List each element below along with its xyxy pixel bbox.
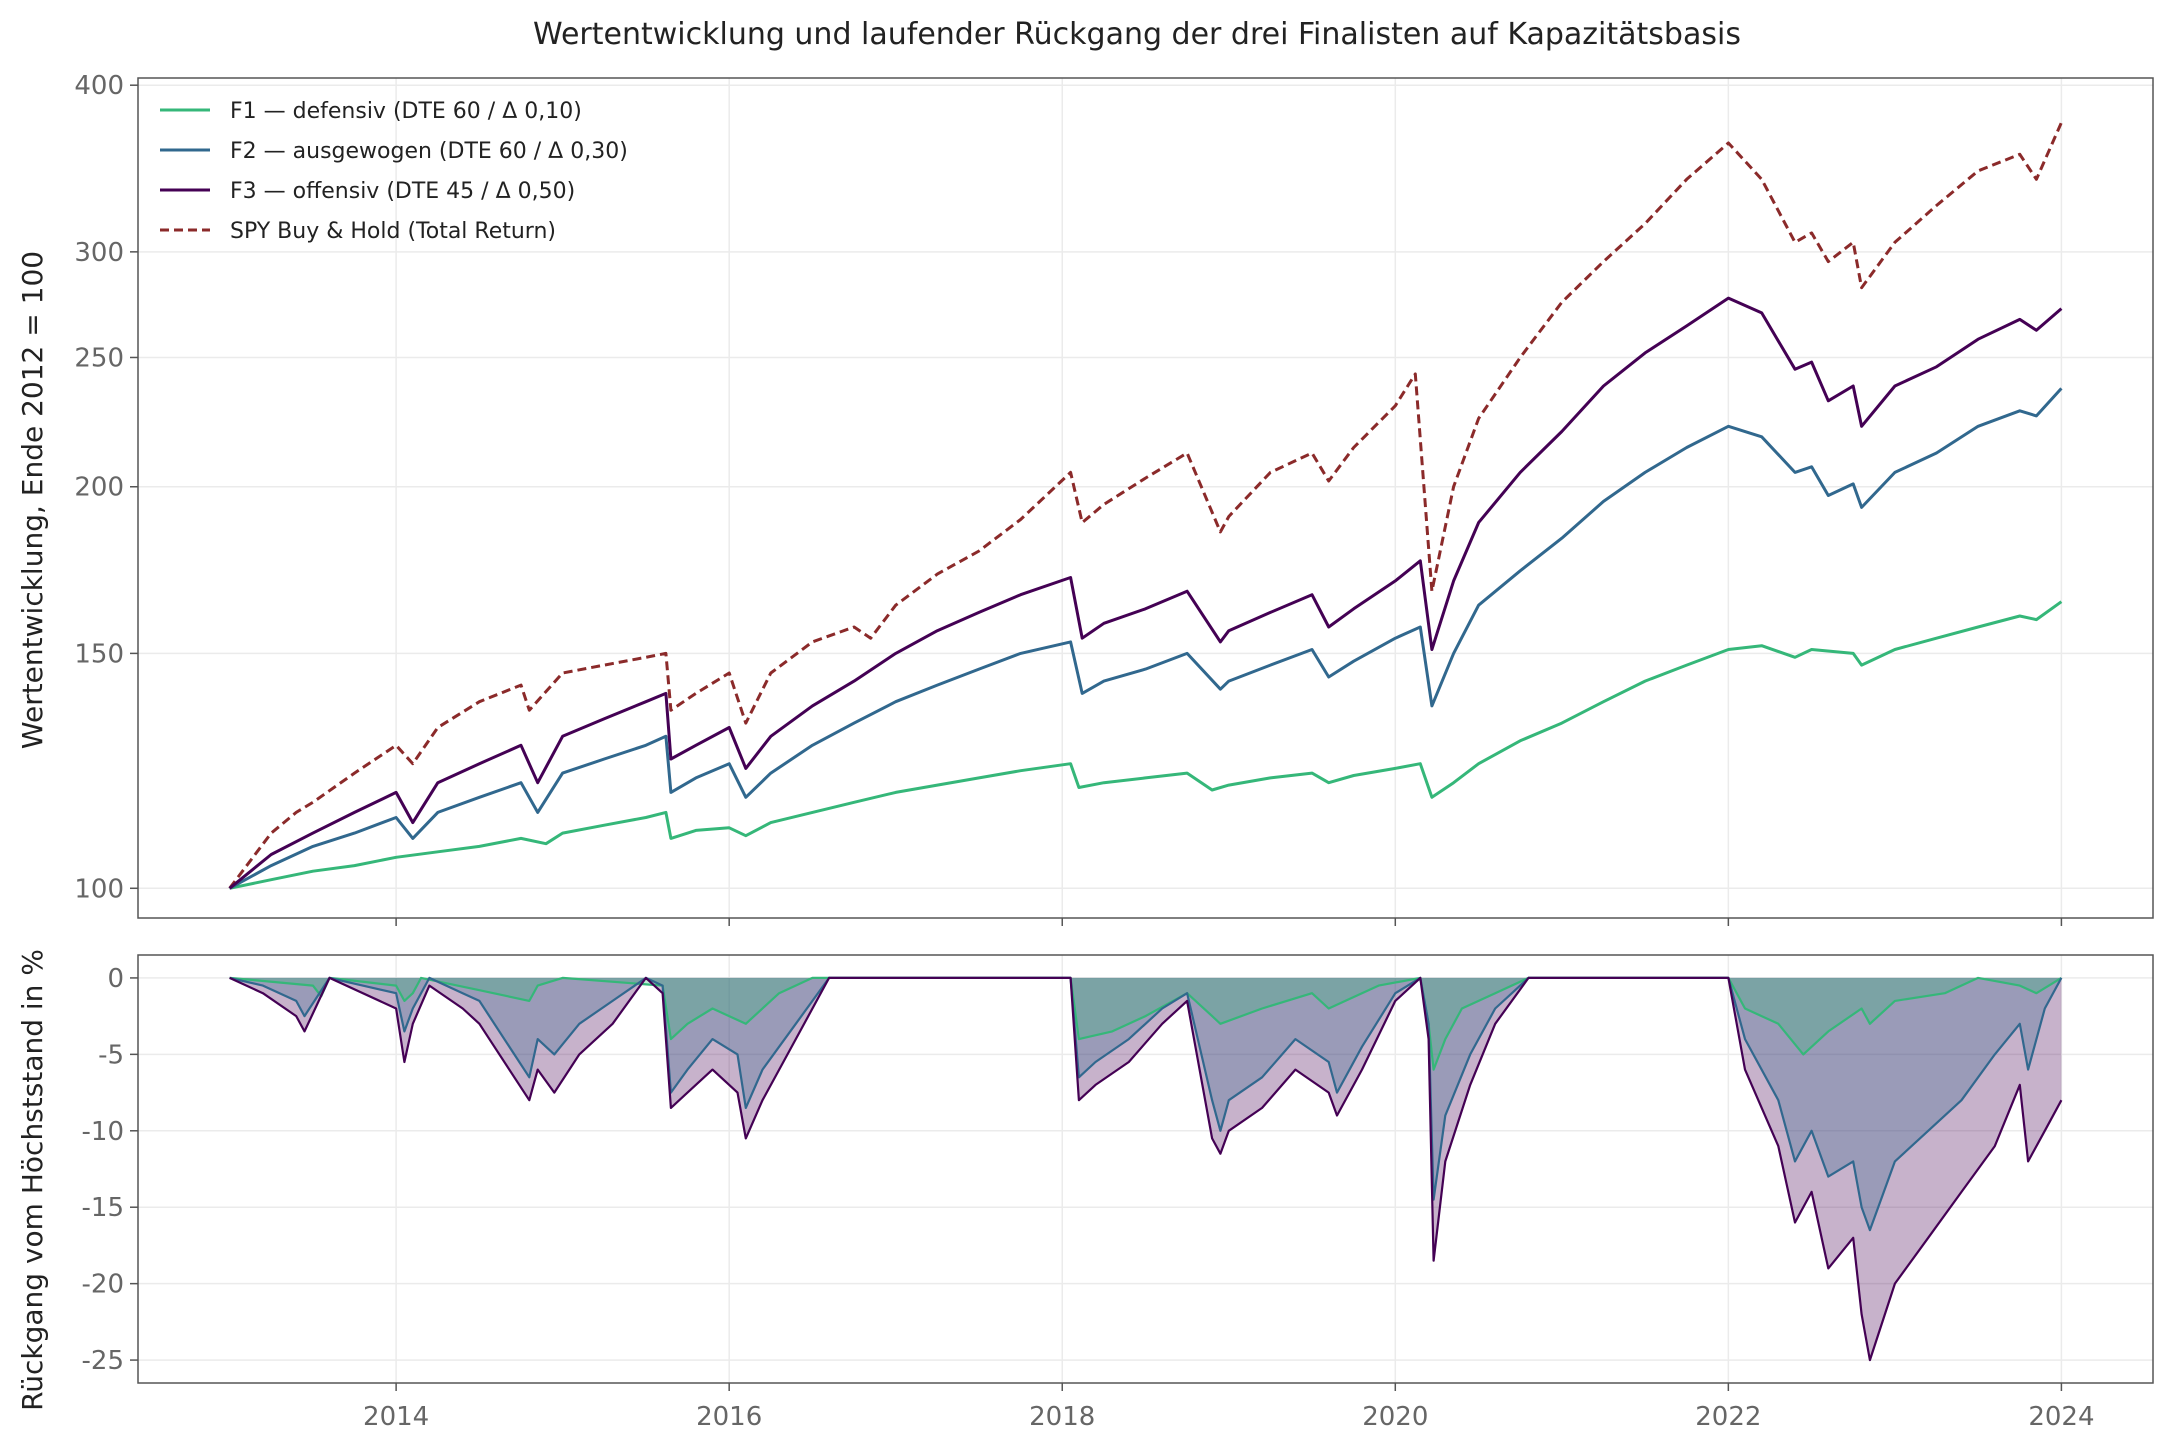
top-plot-frame bbox=[137, 77, 2154, 919]
bottom-x-tick-label: 2020 bbox=[1362, 1402, 1428, 1432]
bottom-y-tick-label: -10 bbox=[82, 1117, 124, 1147]
top-panel: 100 150 200 250 300 400 bbox=[74, 71, 2154, 926]
drawdown-line-f3 bbox=[229, 976, 2063, 1362]
bottom-x-tick-label: 2016 bbox=[696, 1402, 762, 1432]
bottom-plot-area bbox=[138, 955, 2153, 1383]
series-line-spy bbox=[228, 121, 2063, 890]
bottom-y-tick-label: -5 bbox=[98, 1040, 124, 1070]
bottom-y-tick-label: 0 bbox=[107, 964, 124, 994]
top-y-tick-label: 200 bbox=[74, 473, 124, 503]
top-y-tick-label: 150 bbox=[74, 639, 124, 669]
top-y-axis-label: Wertentwicklung, Ende 2012 = 100 bbox=[16, 251, 49, 749]
drawdown-area-f1 bbox=[229, 977, 2062, 1070]
top-plot-area bbox=[138, 78, 2153, 918]
bottom-panel: 0 -5 -10 -15 -20 -25 2014 2016 2018 2020 2022 2024 bbox=[82, 954, 2154, 1432]
bottom-x-tick-label: 2024 bbox=[2028, 1402, 2094, 1432]
bottom-y-tick-label: -20 bbox=[82, 1270, 124, 1300]
series-line-f2 bbox=[228, 387, 2063, 890]
bottom-y-tick-label: -25 bbox=[82, 1346, 124, 1376]
legend-label-f2: F2 — ausgewogen (DTE 60 / Δ 0,30) bbox=[230, 139, 628, 164]
legend-label-f1: F1 — defensiv (DTE 60 / Δ 0,10) bbox=[230, 99, 582, 124]
bottom-y-tick-label: -15 bbox=[82, 1193, 124, 1223]
drawdown-area-f2 bbox=[229, 977, 2062, 1231]
chart-title: Wertentwicklung und laufender Rückgang d… bbox=[533, 17, 1741, 52]
series-line-f1 bbox=[229, 600, 2063, 890]
top-y-tick-label: 100 bbox=[74, 874, 124, 904]
bottom-y-axis-label: Rückgang vom Höchststand in % bbox=[16, 949, 49, 1411]
top-y-tick-label: 400 bbox=[74, 71, 124, 101]
bottom-x-tick-label: 2014 bbox=[363, 1402, 429, 1432]
legend-label-spy: SPY Buy & Hold (Total Return) bbox=[230, 219, 556, 244]
top-y-tick-label: 300 bbox=[74, 238, 124, 268]
legend-label-f3: F3 — offensiv (DTE 45 / Δ 0,50) bbox=[230, 179, 575, 204]
drawdown-line-f1 bbox=[229, 976, 2062, 1071]
bottom-x-tick-label: 2022 bbox=[1695, 1402, 1761, 1432]
legend: F1 — defensiv (DTE 60 / Δ 0,10) F2 — ausg… bbox=[160, 99, 628, 244]
drawdown-line-f2 bbox=[229, 976, 2063, 1232]
top-y-tick-label: 250 bbox=[74, 343, 124, 373]
drawdown-area-f3 bbox=[229, 977, 2062, 1361]
series-line-f3 bbox=[228, 296, 2063, 890]
bottom-plot-frame bbox=[137, 954, 2154, 1384]
bottom-x-tick-label: 2018 bbox=[1029, 1402, 1095, 1432]
